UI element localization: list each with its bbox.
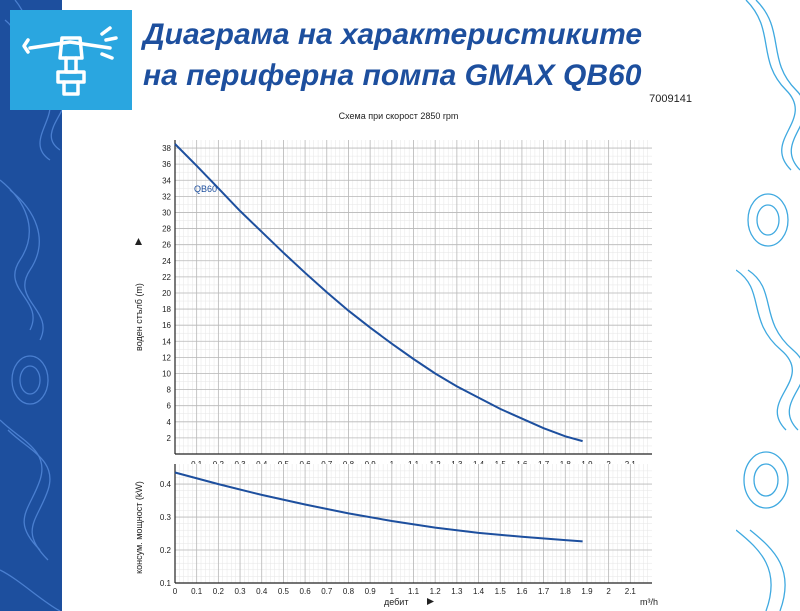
logo-box — [10, 10, 132, 110]
bottom-x-tick-label: 0.2 — [213, 587, 225, 596]
top-y-tick-label: 4 — [167, 418, 172, 427]
contour-pattern-right — [736, 0, 800, 611]
bottom-x-tick-label: 2 — [606, 587, 611, 596]
top-y-tick-label: 30 — [162, 208, 171, 217]
top-y-tick-label: 28 — [162, 225, 171, 234]
top-y-tick-label: 22 — [162, 273, 171, 282]
garden-sprinkler-icon — [22, 26, 118, 96]
product-code: 7009141 — [649, 93, 692, 105]
top-y-axis-label: воден стълб (m) — [134, 283, 144, 351]
top-y-tick-label: 20 — [162, 289, 171, 298]
bottom-x-tick-label: 0.8 — [343, 587, 355, 596]
top-y-tick-label: 32 — [162, 192, 171, 201]
x-axis-arrow-icon — [427, 598, 434, 605]
bottom-x-tick-label: 0.3 — [234, 587, 246, 596]
bottom-x-tick-label: 1.2 — [430, 587, 442, 596]
x-axis-unit: m³/h — [640, 597, 658, 607]
page-title: Диаграма на характеристиките на периферн… — [143, 14, 703, 96]
top-y-tick-label: 36 — [162, 160, 171, 169]
bottom-y-tick-label: 0.1 — [160, 579, 172, 588]
top-y-tick-label: 14 — [162, 337, 171, 346]
top-y-tick-label: 10 — [162, 369, 171, 378]
bottom-y-tick-label: 0.3 — [160, 513, 172, 522]
top-y-tick-label: 8 — [167, 386, 172, 395]
y-axis-arrow-icon — [135, 238, 142, 245]
right-decorative-band — [736, 0, 800, 611]
top-y-tick-label: 16 — [162, 321, 171, 330]
qb60-head-curve — [174, 143, 583, 443]
bottom-y-axis-label: консум. мощност (kW) — [134, 481, 144, 574]
bottom-x-tick-label: 1.7 — [538, 587, 550, 596]
bottom-x-tick-label: 2.1 — [625, 587, 637, 596]
bottom-y-tick-label: 0.4 — [160, 480, 172, 489]
bottom-x-tick-label: 0.9 — [365, 587, 377, 596]
bottom-x-tick-label: 1.8 — [560, 587, 572, 596]
bottom-x-tick-label: 1.3 — [451, 587, 463, 596]
top-y-tick-label: 18 — [162, 305, 171, 314]
x-axis-label: дебит — [384, 597, 408, 607]
bottom-x-tick-label: 1.6 — [516, 587, 528, 596]
title-line-2: на периферна помпа GMAX QB60 — [143, 59, 642, 92]
bottom-x-tick-label: 0.6 — [300, 587, 312, 596]
top-y-tick-label: 6 — [167, 402, 172, 411]
chart-title: Схема при скорост 2850 rpm — [339, 111, 459, 121]
series-label-qb60: QB60 — [194, 184, 217, 194]
bottom-x-tick-label: 0.5 — [278, 587, 290, 596]
power-consumption-curve — [174, 471, 583, 543]
bottom-x-tick-label: 0 — [173, 587, 178, 596]
bottom-y-tick-label: 0.2 — [160, 546, 172, 555]
bottom-x-tick-label: 1 — [390, 587, 395, 596]
top-y-tick-label: 24 — [162, 257, 171, 266]
top-y-tick-label: 12 — [162, 353, 171, 362]
bottom-x-tick-label: 1.5 — [495, 587, 507, 596]
bottom-x-tick-label: 0.4 — [256, 587, 268, 596]
top-y-tick-label: 38 — [162, 144, 171, 153]
bottom-x-tick-label: 1.4 — [473, 587, 485, 596]
bottom-x-tick-label: 1.1 — [408, 587, 420, 596]
bottom-x-tick-label: 0.7 — [321, 587, 333, 596]
top-y-tick-label: 26 — [162, 241, 171, 250]
bottom-x-tick-label: 1.9 — [581, 587, 593, 596]
bottom-x-tick-label: 0.1 — [191, 587, 203, 596]
top-y-tick-label: 34 — [162, 176, 171, 185]
top-y-tick-label: 2 — [167, 434, 172, 443]
title-line-1: Диаграма на характеристиките — [143, 18, 643, 51]
